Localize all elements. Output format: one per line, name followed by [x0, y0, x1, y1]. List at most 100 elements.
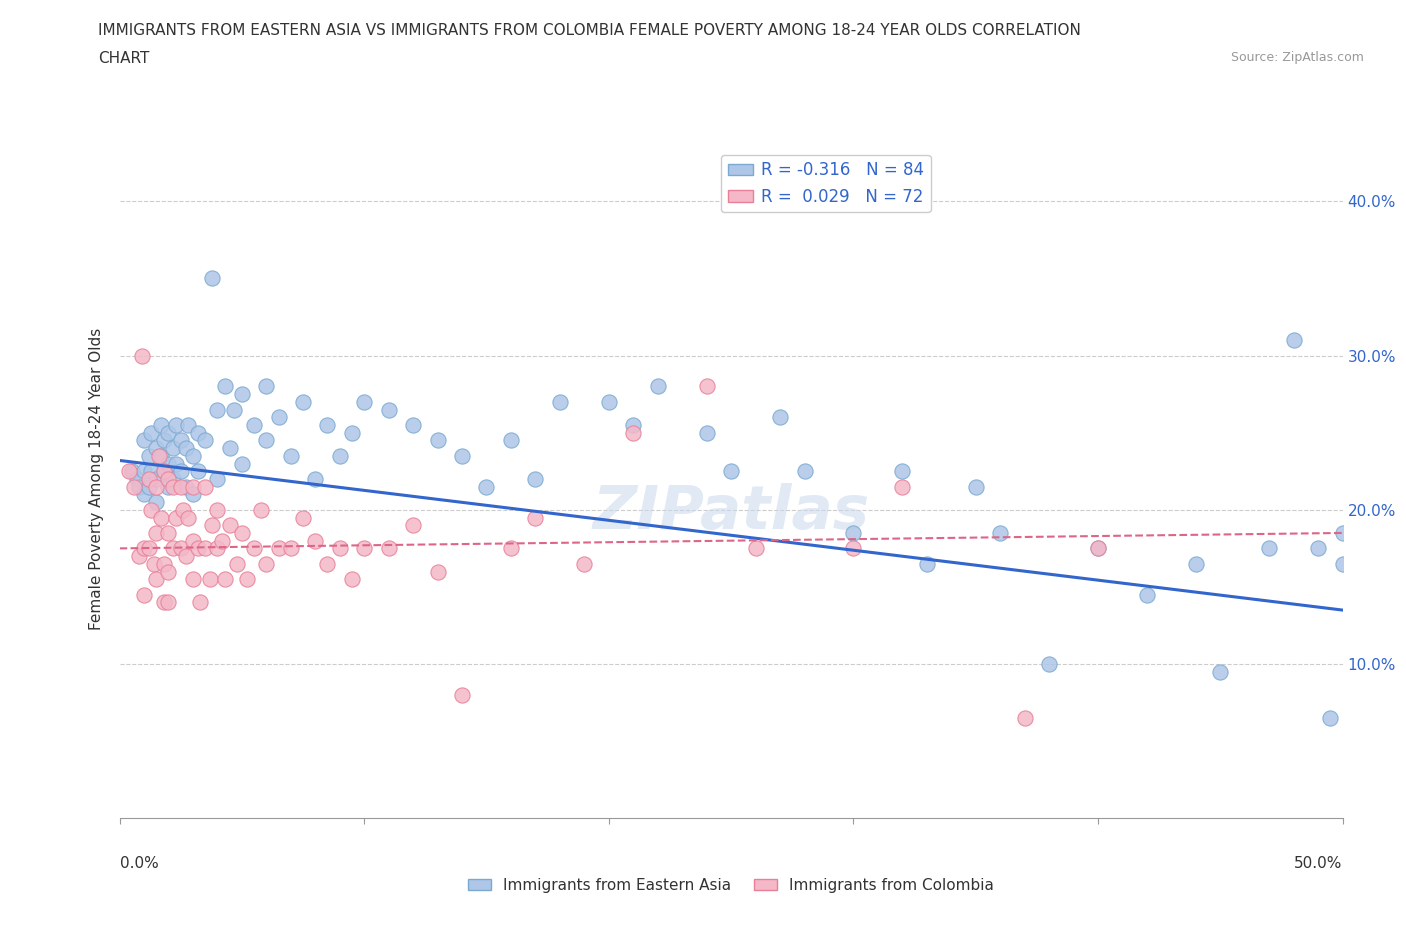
Point	[329, 541, 352, 556]
Point	[793, 464, 815, 479]
Point	[235, 572, 257, 587]
Point	[174, 549, 197, 564]
Point	[152, 464, 174, 479]
Point	[169, 464, 191, 479]
Point	[194, 479, 217, 494]
Point	[243, 541, 266, 556]
Point	[132, 433, 155, 448]
Point	[214, 572, 236, 587]
Point	[145, 572, 167, 587]
Point	[280, 541, 302, 556]
Point	[292, 394, 315, 409]
Point	[988, 525, 1011, 540]
Point	[152, 595, 174, 610]
Point	[696, 379, 718, 393]
Point	[157, 565, 180, 579]
Point	[1136, 587, 1159, 602]
Point	[524, 510, 547, 525]
Point	[340, 572, 363, 587]
Y-axis label: Female Poverty Among 18-24 Year Olds: Female Poverty Among 18-24 Year Olds	[89, 328, 104, 631]
Point	[145, 479, 167, 494]
Point	[744, 541, 766, 556]
Point	[157, 425, 180, 440]
Point	[243, 418, 266, 432]
Point	[524, 472, 547, 486]
Point	[451, 448, 474, 463]
Point	[152, 433, 174, 448]
Point	[138, 472, 160, 486]
Point	[377, 541, 399, 556]
Point	[231, 387, 253, 402]
Point	[194, 433, 217, 448]
Point	[621, 425, 644, 440]
Point	[1038, 657, 1060, 671]
Text: 50.0%: 50.0%	[1295, 856, 1343, 870]
Point	[621, 418, 644, 432]
Point	[201, 271, 224, 286]
Point	[207, 402, 229, 417]
Point	[169, 433, 191, 448]
Text: Source: ZipAtlas.com: Source: ZipAtlas.com	[1230, 51, 1364, 64]
Point	[353, 541, 375, 556]
Point	[1282, 333, 1305, 348]
Point	[148, 448, 170, 463]
Point	[842, 541, 865, 556]
Point	[181, 448, 204, 463]
Point	[218, 441, 240, 456]
Point	[574, 556, 596, 571]
Point	[165, 456, 187, 471]
Point	[125, 472, 148, 486]
Point	[157, 472, 180, 486]
Point	[152, 464, 174, 479]
Point	[207, 541, 229, 556]
Legend: Immigrants from Eastern Asia, Immigrants from Colombia: Immigrants from Eastern Asia, Immigrants…	[463, 871, 1000, 899]
Point	[118, 464, 141, 479]
Point	[177, 510, 200, 525]
Point	[141, 464, 163, 479]
Point	[162, 479, 184, 494]
Point	[426, 565, 449, 579]
Point	[224, 402, 246, 417]
Point	[475, 479, 498, 494]
Point	[132, 487, 155, 502]
Point	[194, 541, 217, 556]
Point	[891, 464, 914, 479]
Point	[402, 518, 425, 533]
Point	[187, 425, 209, 440]
Point	[162, 472, 184, 486]
Point	[647, 379, 669, 393]
Point	[1319, 711, 1341, 725]
Point	[254, 379, 277, 393]
Point	[426, 433, 449, 448]
Point	[598, 394, 620, 409]
Point	[145, 472, 167, 486]
Point	[138, 541, 160, 556]
Point	[1331, 525, 1354, 540]
Point	[157, 595, 180, 610]
Point	[131, 348, 153, 363]
Point	[121, 464, 143, 479]
Point	[1185, 556, 1208, 571]
Point	[329, 448, 352, 463]
Point	[157, 525, 180, 540]
Point	[198, 572, 221, 587]
Point	[965, 479, 987, 494]
Point	[304, 533, 326, 548]
Point	[150, 448, 173, 463]
Point	[138, 448, 160, 463]
Point	[207, 472, 229, 486]
Point	[316, 556, 339, 571]
Point	[169, 479, 191, 494]
Point	[254, 556, 277, 571]
Point	[214, 379, 236, 393]
Point	[231, 525, 253, 540]
Text: 0.0%: 0.0%	[120, 856, 159, 870]
Point	[377, 402, 399, 417]
Point	[132, 587, 155, 602]
Point	[150, 510, 173, 525]
Point	[188, 595, 211, 610]
Point	[353, 394, 375, 409]
Point	[169, 541, 191, 556]
Point	[177, 418, 200, 432]
Point	[1258, 541, 1281, 556]
